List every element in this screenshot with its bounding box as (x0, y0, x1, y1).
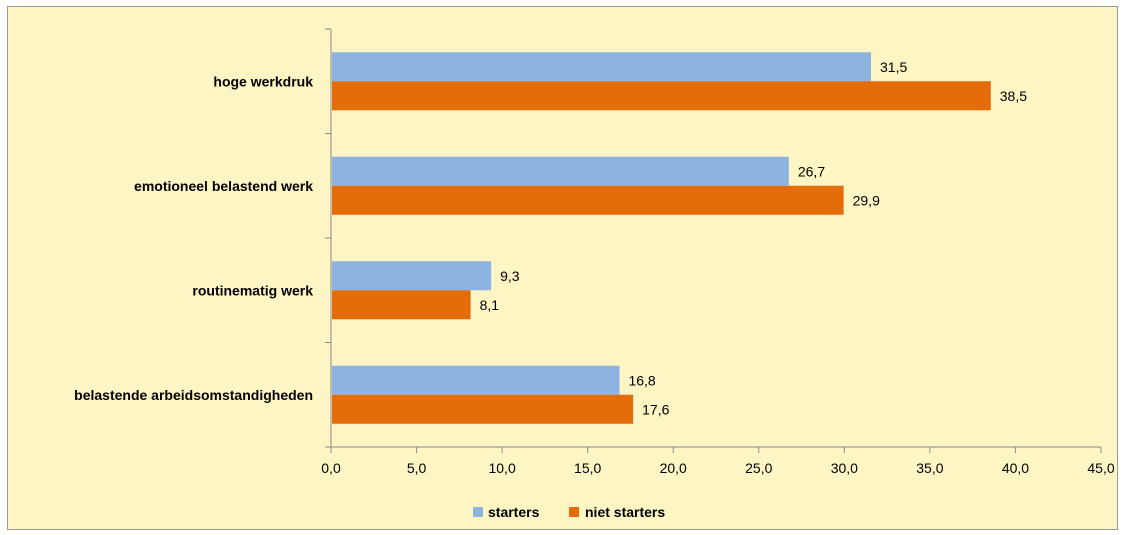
category-label: routinematig werk (192, 282, 313, 298)
x-tick-label: 5,0 (407, 460, 427, 476)
legend: starters niet starters (473, 504, 665, 520)
x-tick-label: 40,0 (1002, 460, 1029, 476)
category-label: belastende arbeidsomstandigheden (74, 387, 313, 403)
data-label: 29,9 (853, 192, 880, 208)
data-label: 17,6 (642, 401, 669, 417)
x-tick-label: 10,0 (488, 460, 515, 476)
bar-starters (332, 156, 789, 186)
data-label: 26,7 (798, 163, 825, 179)
legend-swatch-niet-starters (569, 507, 579, 517)
legend-swatch-starters (473, 507, 483, 517)
bar-starters (332, 365, 620, 395)
category-label: emotioneel belastend werk (134, 178, 313, 194)
axes: 0,0 5,0 10,0 15,0 20,0 25,0 30,0 35,0 40,0 45,0 ho… (74, 28, 1115, 476)
bars (332, 52, 991, 424)
data-labels: 31,5 38,5 26,7 29,9 9,38,1 16,8 17,6 (480, 59, 1028, 418)
data-label: 31,5 (880, 59, 907, 75)
bar-niet-starters (332, 185, 844, 215)
x-tick-label: 25,0 (745, 460, 772, 476)
data-label: 16,8 (628, 372, 655, 388)
x-tick-label: 20,0 (660, 460, 687, 476)
legend-label-starters: starters (488, 504, 540, 520)
category-label: hoge werkdruk (213, 73, 313, 89)
bar-niet-starters (332, 394, 634, 424)
x-tick-label: 35,0 (916, 460, 943, 476)
x-tick-label: 0,0 (321, 460, 341, 476)
data-label: 38,5 (1000, 88, 1027, 104)
data-label: 9,3 (500, 268, 520, 284)
x-tick-label: 15,0 (574, 460, 601, 476)
bar-niet-starters (332, 81, 991, 111)
x-tick-label: 45,0 (1087, 460, 1114, 476)
legend-label-niet-starters: niet starters (585, 504, 665, 520)
bar-niet-starters (332, 290, 471, 320)
x-tick-label: 30,0 (831, 460, 858, 476)
data-label: 8,1 (480, 297, 500, 313)
bar-starters (332, 261, 492, 291)
bar-starters (332, 52, 871, 82)
